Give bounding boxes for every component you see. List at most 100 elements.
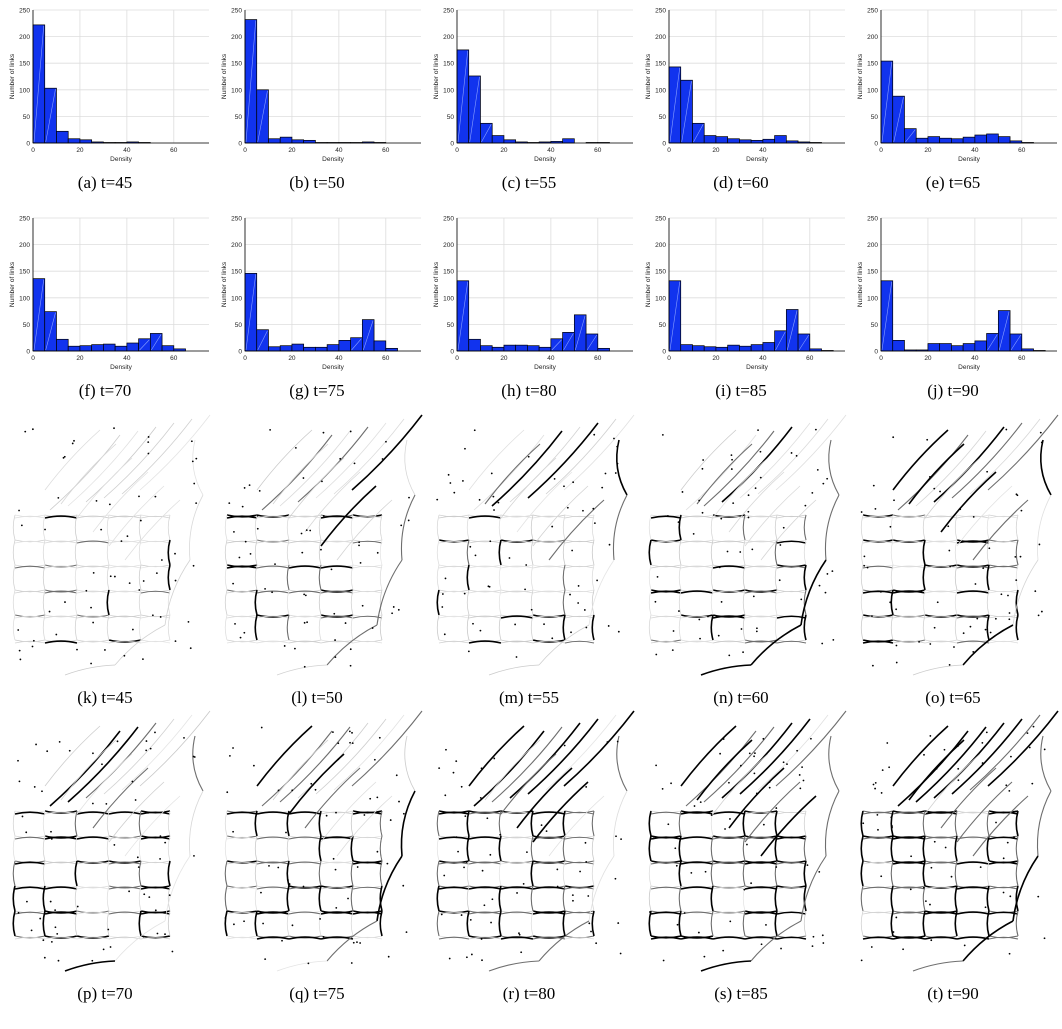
network-node [142, 935, 145, 938]
network-link [954, 514, 958, 541]
network-link [860, 514, 864, 541]
network-link [1015, 614, 1019, 641]
panel-caption: (c) t=55 [501, 173, 557, 192]
network-node [294, 446, 297, 449]
network-node [277, 866, 280, 869]
network-node [947, 525, 950, 528]
x-tick-label: 20 [924, 147, 932, 154]
network-node [703, 955, 706, 958]
network-link [774, 835, 778, 862]
network-link [892, 640, 926, 644]
network-link [650, 811, 682, 815]
network-node [698, 618, 701, 621]
network-link [256, 910, 290, 914]
network-link [14, 910, 46, 914]
network-map [860, 414, 1059, 676]
y-axis-label: Number of links [9, 53, 16, 99]
network-node [402, 884, 405, 887]
network-node [171, 950, 174, 953]
network-link [167, 589, 171, 616]
network-link [108, 515, 142, 519]
network-link [954, 564, 958, 591]
network-node [956, 745, 959, 747]
network-link [892, 539, 926, 543]
network-link [776, 936, 807, 940]
network-link [956, 515, 990, 519]
network-link [500, 565, 534, 569]
y-tick-label: 250 [231, 8, 242, 15]
histogram-bar [951, 345, 964, 352]
network-link [140, 860, 171, 864]
network-link [962, 920, 1014, 962]
network-link [744, 935, 778, 939]
network-node [462, 480, 464, 482]
network-link [956, 539, 990, 543]
network-link [564, 540, 595, 544]
network-node [895, 916, 898, 919]
network-link [954, 614, 958, 641]
network-link [44, 615, 78, 619]
network-link [286, 885, 290, 912]
network-node [397, 608, 400, 611]
y-tick-label: 50 [447, 322, 455, 329]
y-tick-label: 150 [443, 269, 454, 276]
bar-hatch [469, 76, 480, 143]
network-link [860, 810, 864, 837]
network-link [532, 861, 566, 865]
network-link [44, 614, 78, 618]
network-node [608, 543, 611, 546]
network-node [320, 548, 322, 551]
network-link [650, 640, 682, 644]
network-link [498, 589, 502, 616]
histogram-bar [480, 345, 493, 352]
bar-hatch [33, 25, 45, 143]
network-node [190, 440, 193, 443]
y-axis-label: Number of links [9, 261, 16, 307]
histogram-bar [515, 344, 528, 352]
network-link [438, 514, 470, 518]
network-node [693, 805, 696, 807]
network-link [685, 434, 757, 511]
network-node [174, 579, 177, 582]
network-link [14, 936, 46, 940]
network-link [776, 514, 807, 518]
network-node [753, 755, 755, 758]
network-link [12, 564, 16, 591]
network-node [822, 942, 825, 944]
network-link [352, 515, 383, 519]
network-link [922, 589, 926, 616]
network-link [892, 810, 926, 814]
network-node [139, 519, 142, 522]
network-link [562, 835, 566, 862]
network-node [64, 601, 66, 603]
network-link [988, 614, 1019, 618]
network-link [379, 514, 383, 541]
network-link [862, 514, 894, 518]
network-node [778, 579, 781, 582]
network-map [12, 710, 211, 972]
histogram-bar [503, 139, 517, 144]
network-link [678, 564, 682, 591]
network-node [702, 459, 705, 461]
network-node [617, 922, 620, 924]
network-node [724, 828, 726, 830]
y-tick-label: 200 [867, 242, 878, 249]
network-node [563, 744, 566, 747]
network-node [895, 644, 898, 647]
network-link [922, 614, 926, 641]
network-node [985, 731, 988, 734]
network-link [757, 714, 829, 791]
network-link [530, 810, 534, 837]
network-node [674, 847, 677, 850]
network-link [352, 590, 383, 594]
network-link [438, 811, 470, 815]
network-link [14, 539, 46, 543]
network-node [981, 742, 984, 744]
network-link [680, 936, 714, 940]
network-link [226, 936, 258, 940]
network-link [438, 836, 470, 840]
network-node [726, 550, 729, 553]
network-link [892, 590, 926, 594]
network-link [530, 910, 534, 937]
